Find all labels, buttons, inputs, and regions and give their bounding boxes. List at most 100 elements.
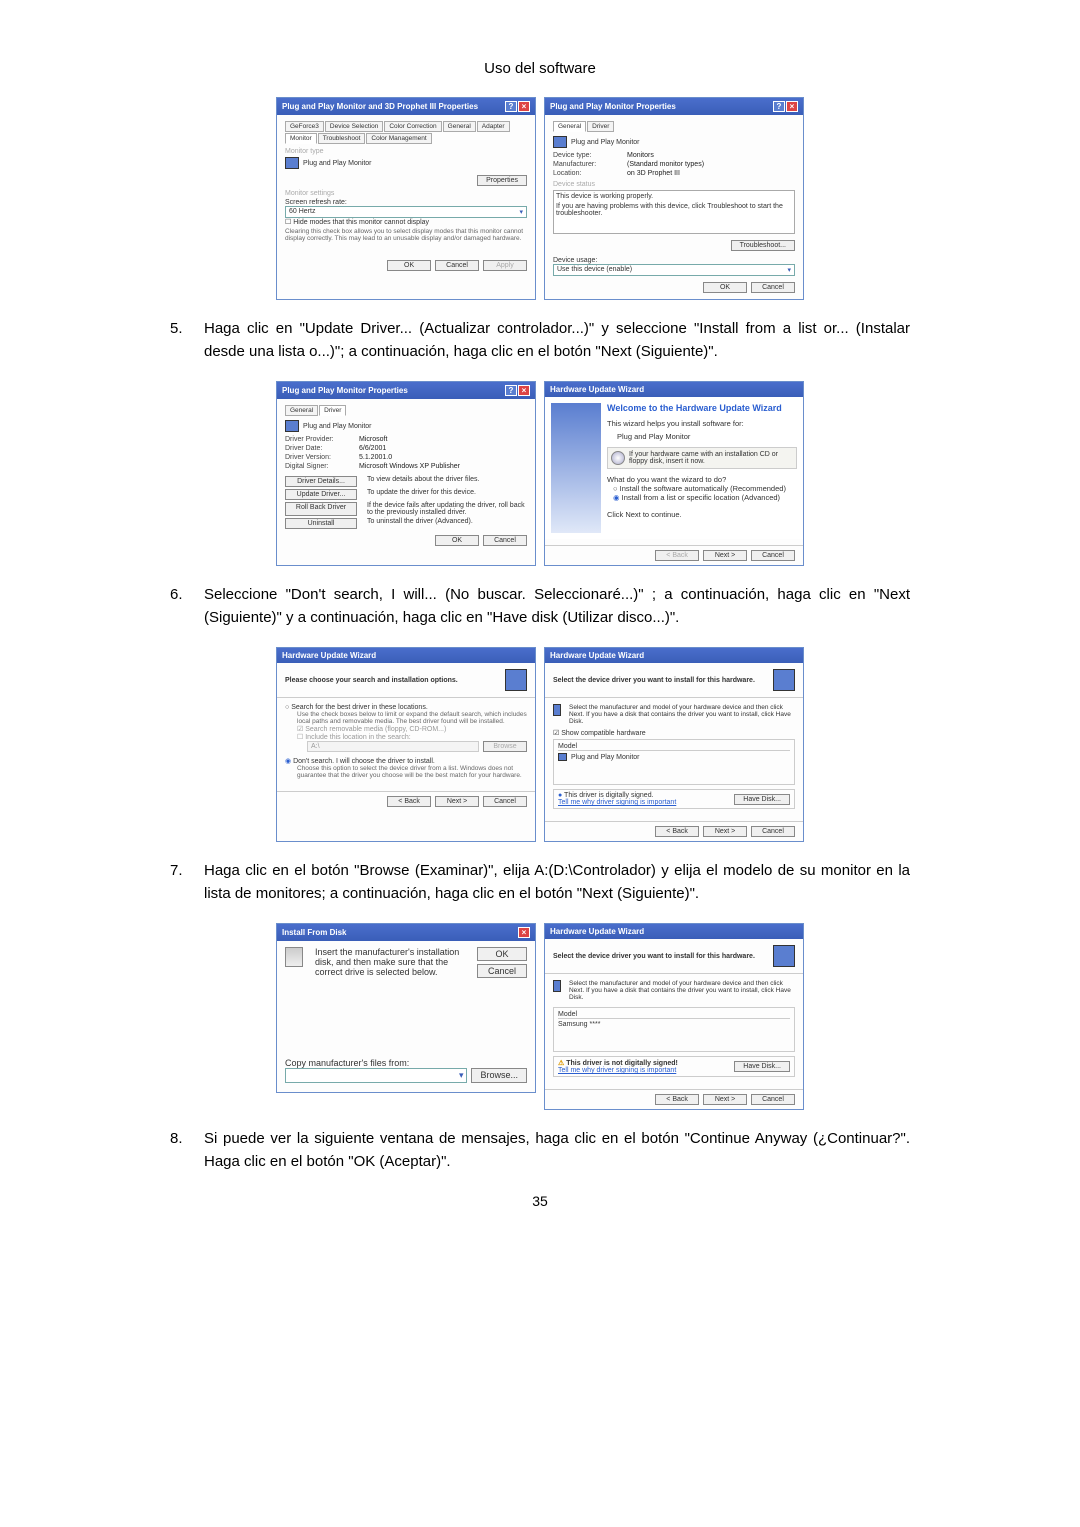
back-button[interactable]: < Back	[655, 1094, 699, 1105]
cancel-button[interactable]: Cancel	[483, 796, 527, 807]
cancel-button[interactable]: Cancel	[751, 1094, 795, 1105]
loc-k: Location:	[553, 170, 623, 177]
wizard-q: What do you want the wizard to do?	[607, 475, 797, 484]
model-list[interactable]: Model Plug and Play Monitor	[553, 739, 795, 785]
wizard-welcome: Welcome to the Hardware Update Wizard	[607, 403, 797, 413]
apply-button[interactable]: Apply	[483, 260, 527, 271]
tab-geforce3[interactable]: GeForce3	[285, 121, 324, 132]
page-heading: Uso del software	[170, 60, 910, 77]
dialog-title: Hardware Update Wizard	[550, 651, 644, 660]
rollback-desc: If the device fails after updating the d…	[361, 502, 527, 516]
model-pnp[interactable]: Plug and Play Monitor	[558, 751, 790, 763]
monitor-icon	[553, 980, 561, 992]
wizard-dev: Plug and Play Monitor	[617, 432, 797, 441]
details-desc: To view details about the driver files.	[361, 476, 527, 487]
cd-text: If your hardware came with an installati…	[629, 451, 793, 465]
opt-auto[interactable]: Install the software automatically (Reco…	[613, 484, 797, 493]
ok-button[interactable]: OK	[477, 947, 527, 961]
wizard-banner-graphic	[551, 403, 601, 533]
date-v: 6/6/2001	[359, 445, 386, 452]
driver-details-button[interactable]: Driver Details...	[285, 476, 357, 487]
cancel-button[interactable]: Cancel	[483, 535, 527, 546]
pnp-text: Plug and Play Monitor	[303, 423, 371, 430]
rollback-button[interactable]: Roll Back Driver	[285, 502, 357, 516]
step-6-num: 6.	[170, 584, 204, 629]
manuf-v: (Standard monitor types)	[627, 161, 704, 168]
tab-troubleshoot[interactable]: Troubleshoot	[318, 133, 366, 144]
signing-link[interactable]: Tell me why driver signing is important	[558, 799, 676, 806]
refresh-dropdown[interactable]: 60 Hertz ▾	[285, 206, 527, 218]
next-button[interactable]: Next >	[703, 550, 747, 561]
cancel-button[interactable]: Cancel	[751, 826, 795, 837]
model-samsung[interactable]: Samsung ****	[558, 1019, 790, 1030]
check-location[interactable]: Include this location in the search:	[297, 733, 527, 741]
ok-button[interactable]: OK	[435, 535, 479, 546]
monitor-settings-label: Monitor settings	[285, 190, 527, 197]
ok-button[interactable]: OK	[703, 282, 747, 293]
tab-monitor[interactable]: Monitor	[285, 133, 317, 144]
uninstall-button[interactable]: Uninstall	[285, 518, 357, 529]
properties-button[interactable]: Properties	[477, 175, 527, 186]
close-icon[interactable]: ×	[518, 101, 530, 112]
next-button[interactable]: Next >	[435, 796, 479, 807]
monitor-type-label: Monitor type	[285, 148, 527, 155]
dialog-title: Plug and Play Monitor Properties	[282, 386, 408, 395]
tab-color-management[interactable]: Color Management	[366, 133, 431, 144]
tab-driver[interactable]: Driver	[587, 121, 614, 132]
dialog-hw-wizard-select-driver: Hardware Update Wizard Select the device…	[544, 647, 804, 842]
help-icon[interactable]: ?	[773, 101, 785, 112]
show-compat-checkbox[interactable]: Show compatible hardware	[553, 729, 795, 737]
have-disk-button[interactable]: Have Disk...	[734, 794, 790, 805]
opt-search[interactable]: Search for the best driver in these loca…	[285, 704, 527, 711]
screenshot-row-3: Hardware Update Wizard Please choose you…	[170, 647, 910, 842]
hide-modes-checkbox[interactable]: Hide modes that this monitor cannot disp…	[285, 218, 527, 226]
help-icon[interactable]: ?	[505, 385, 517, 396]
update-driver-button[interactable]: Update Driver...	[285, 489, 357, 500]
usage-dropdown[interactable]: Use this device (enable)▾	[553, 264, 795, 276]
chevron-down-icon: ▾	[519, 208, 523, 216]
close-icon[interactable]: ×	[518, 927, 530, 938]
back-button[interactable]: < Back	[655, 550, 699, 561]
close-icon[interactable]: ×	[518, 385, 530, 396]
check-removable[interactable]: Search removable media (floppy, CD-ROM..…	[297, 725, 527, 733]
cancel-button[interactable]: Cancel	[435, 260, 479, 271]
tab-device-selection[interactable]: Device Selection	[325, 121, 383, 132]
signing-link[interactable]: Tell me why driver signing is important	[558, 1067, 676, 1074]
have-disk-button[interactable]: Have Disk...	[734, 1061, 790, 1072]
cancel-button[interactable]: Cancel	[751, 550, 795, 561]
tab-general[interactable]: General	[553, 121, 586, 132]
back-button[interactable]: < Back	[655, 826, 699, 837]
monitor-icon	[553, 704, 561, 716]
troubleshoot-button[interactable]: Troubleshoot...	[731, 240, 795, 251]
step-8-text: Si puede ver la siguiente ventana de men…	[204, 1128, 910, 1173]
help-icon[interactable]: ?	[505, 101, 517, 112]
date-k: Driver Date:	[285, 445, 355, 452]
path-dropdown[interactable]: ▾	[285, 1068, 467, 1083]
chevron-down-icon: ▾	[459, 1070, 464, 1081]
browse-button[interactable]: Browse	[483, 741, 527, 752]
next-button[interactable]: Next >	[703, 826, 747, 837]
uninstall-desc: To uninstall the driver (Advanced).	[361, 518, 527, 529]
tab-adapter[interactable]: Adapter	[477, 121, 510, 132]
opt-dontsearch[interactable]: Don't search. I will choose the driver t…	[285, 757, 527, 765]
dialog-hw-wizard-search: Hardware Update Wizard Please choose you…	[276, 647, 536, 842]
hz-value: 60 Hertz	[289, 208, 315, 216]
cancel-button[interactable]: Cancel	[477, 964, 527, 978]
model-list[interactable]: Model Samsung ****	[553, 1007, 795, 1052]
dialog-title: Hardware Update Wizard	[282, 651, 376, 660]
tab-general[interactable]: General	[443, 121, 476, 132]
cancel-button[interactable]: Cancel	[751, 282, 795, 293]
next-button[interactable]: Next >	[703, 1094, 747, 1105]
devtype-k: Device type:	[553, 152, 623, 159]
opt-list[interactable]: Install from a list or specific location…	[613, 493, 797, 502]
back-button[interactable]: < Back	[387, 796, 431, 807]
close-icon[interactable]: ×	[786, 101, 798, 112]
model-header: Model	[558, 1011, 790, 1019]
browse-button[interactable]: Browse...	[471, 1068, 527, 1083]
dialog-hw-wizard-welcome: Hardware Update Wizard Welcome to the Ha…	[544, 381, 804, 566]
ok-button[interactable]: OK	[387, 260, 431, 271]
tab-color-correction[interactable]: Color Correction	[384, 121, 441, 132]
path-input[interactable]: A:\	[307, 741, 479, 752]
tab-general[interactable]: General	[285, 405, 318, 416]
tab-driver[interactable]: Driver	[319, 405, 346, 416]
